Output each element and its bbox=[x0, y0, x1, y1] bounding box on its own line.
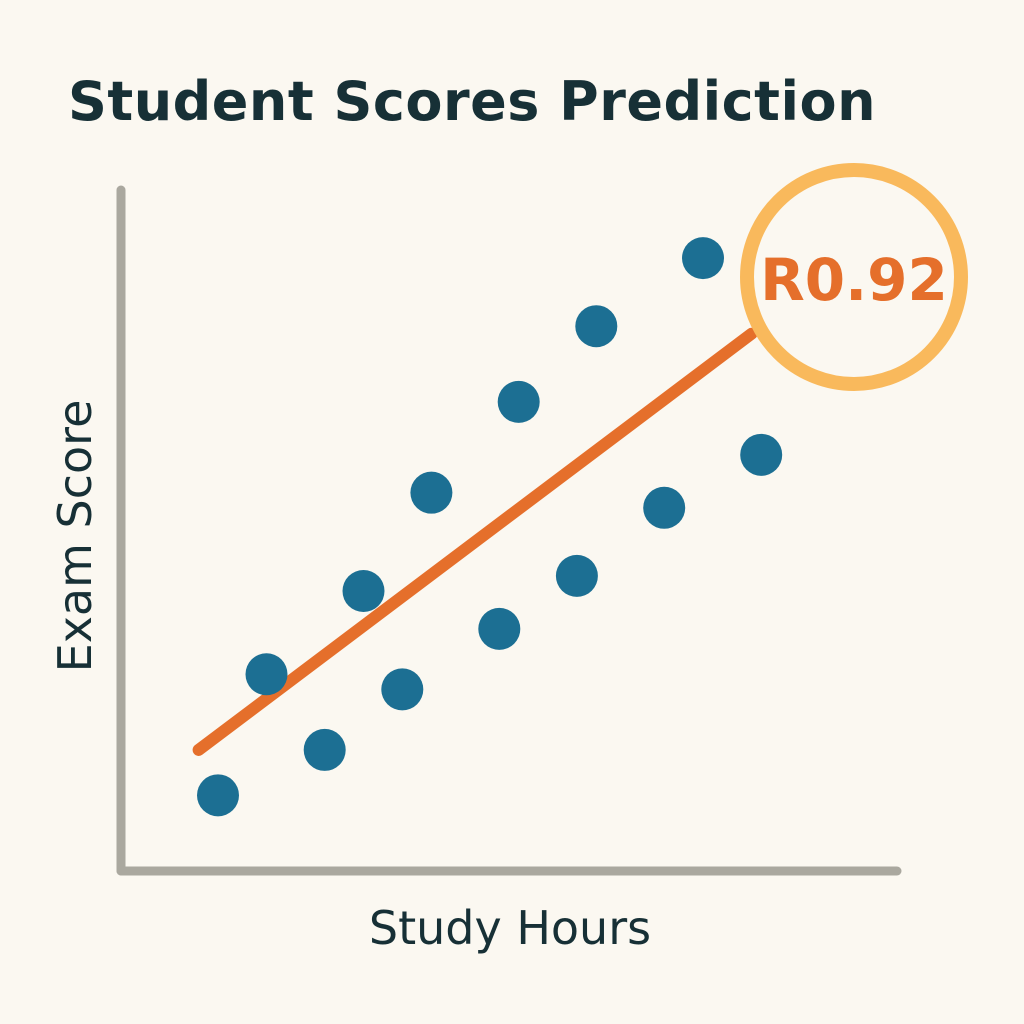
axes bbox=[116, 185, 902, 876]
trend-line bbox=[192, 327, 758, 756]
x-axis-label: Study Hours bbox=[369, 901, 651, 955]
r-value-badge: R0.92 bbox=[740, 163, 968, 391]
data-point-1 bbox=[197, 774, 239, 817]
chart-title: Student Scores Prediction bbox=[68, 70, 877, 133]
data-point-10 bbox=[575, 305, 618, 348]
data-point-13 bbox=[740, 433, 783, 476]
data-point-7 bbox=[478, 607, 521, 650]
r-value-label: R0.92 bbox=[760, 246, 948, 314]
data-point-9 bbox=[555, 554, 598, 597]
r-value-ring bbox=[740, 163, 968, 391]
data-point-3 bbox=[303, 728, 346, 771]
data-point-12 bbox=[682, 237, 724, 280]
data-point-2 bbox=[245, 653, 288, 696]
trend-layer bbox=[192, 327, 758, 756]
data-point-8 bbox=[497, 380, 540, 423]
data-point-4 bbox=[342, 570, 385, 613]
data-point-11 bbox=[643, 486, 686, 529]
data-point-6 bbox=[410, 471, 453, 514]
y-axis-label: Exam Score bbox=[48, 400, 102, 673]
data-point-5 bbox=[381, 668, 424, 711]
points-layer bbox=[197, 237, 783, 817]
